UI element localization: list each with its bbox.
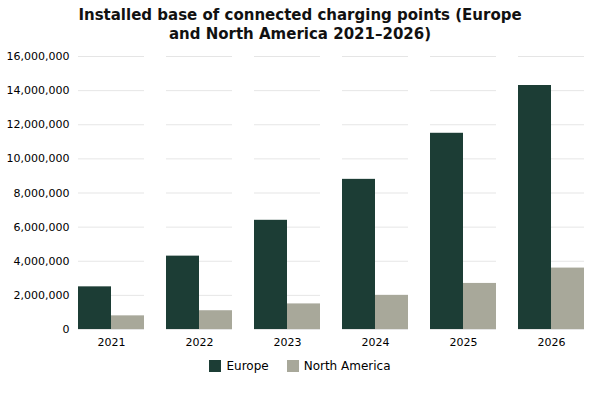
svg-text:14,000,000: 14,000,000 — [7, 84, 70, 97]
svg-text:10,000,000: 10,000,000 — [7, 152, 70, 165]
svg-text:2021: 2021 — [98, 336, 126, 349]
html-text:Installed base of connected ch: Installed base of connected charging poi… — [78, 6, 522, 43]
svg-text:6,000,000: 6,000,000 — [14, 220, 70, 233]
svg-text:2023: 2023 — [274, 336, 302, 349]
svg-text:2,000,000: 2,000,000 — [14, 288, 70, 301]
svg-text:2024: 2024 — [362, 336, 390, 349]
svg-text:2026: 2026 — [538, 336, 566, 349]
svg-text:4,000,000: 4,000,000 — [14, 254, 70, 267]
svg-text:2025: 2025 — [450, 336, 478, 349]
html-text:North America: North America — [303, 358, 391, 373]
svg-text:16,000,000: 16,000,000 — [7, 50, 70, 63]
html-text:Europe: Europe — [226, 358, 269, 373]
svg-text:0: 0 — [63, 323, 70, 336]
svg-text:2022: 2022 — [186, 336, 214, 349]
svg-text:12,000,000: 12,000,000 — [7, 118, 70, 131]
svg-text:8,000,000: 8,000,000 — [14, 186, 70, 199]
